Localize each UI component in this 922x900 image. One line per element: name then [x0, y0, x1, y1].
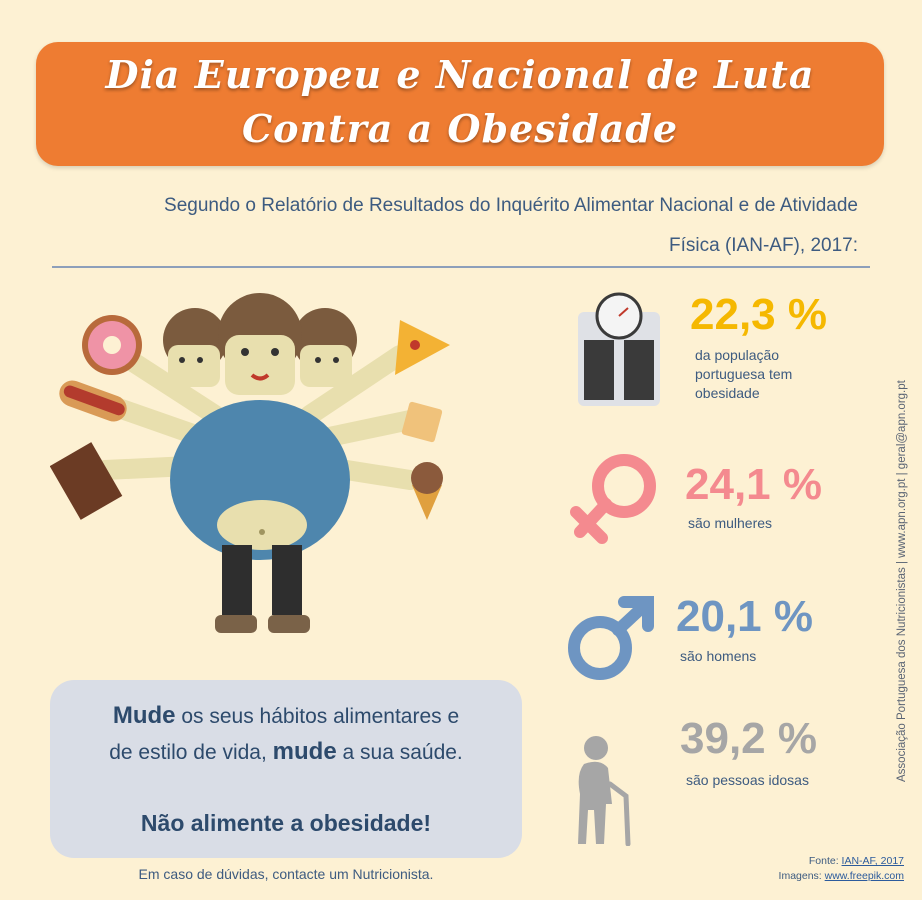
title-line-1: Dia Europeu e Nacional de Luta	[105, 52, 815, 97]
stat-caption-men: são homens	[680, 648, 757, 664]
fonte-link[interactable]: IAN-AF, 2017	[841, 855, 904, 867]
male-symbol-icon	[568, 596, 654, 680]
obese-person-illustration	[50, 293, 450, 633]
stat-value-women: 24,1 %	[685, 460, 822, 509]
intro-text: Segundo o Relatório de Resultados do Inq…	[52, 186, 858, 266]
stat-value-elderly: 39,2 %	[680, 714, 817, 763]
female-symbol-icon	[570, 454, 656, 544]
elderly-person-icon	[578, 736, 631, 846]
sources: Fonte: IAN-AF, 2017 Imagens: www.freepik…	[778, 855, 904, 882]
divider	[52, 266, 870, 268]
intro-line-2: Física (IAN-AF), 2017:	[669, 235, 858, 256]
message-line-1: Mude os seus hábitos alimentares e	[112, 702, 460, 729]
scale-icon	[578, 292, 660, 406]
intro-line-1: Segundo o Relatório de Resultados do Inq…	[164, 195, 858, 216]
imagens-link[interactable]: www.freepik.com	[824, 870, 904, 882]
stat-caption-elderly: são pessoas idosas	[686, 772, 809, 788]
stat-caption-women: são mulheres	[688, 515, 773, 531]
stat-value-obesity: 22,3 %	[690, 290, 827, 339]
title-banner: Dia Europeu e Nacional de Luta Contra a …	[36, 42, 884, 166]
help-text: Em caso de dúvidas, contacte um Nutricio…	[138, 866, 434, 882]
message-box: Mude os seus hábitos alimentares e de es…	[50, 680, 522, 858]
title-line-2: Contra a Obesidade	[241, 106, 679, 151]
message-slogan: Não alimente a obesidade!	[140, 810, 432, 836]
message-line-2: de estilo de vida, mude a sua saúde.	[109, 738, 463, 765]
stat-value-men: 20,1 %	[676, 592, 813, 641]
stat-caption-obesity: da população portuguesa tem obesidade	[695, 347, 793, 401]
